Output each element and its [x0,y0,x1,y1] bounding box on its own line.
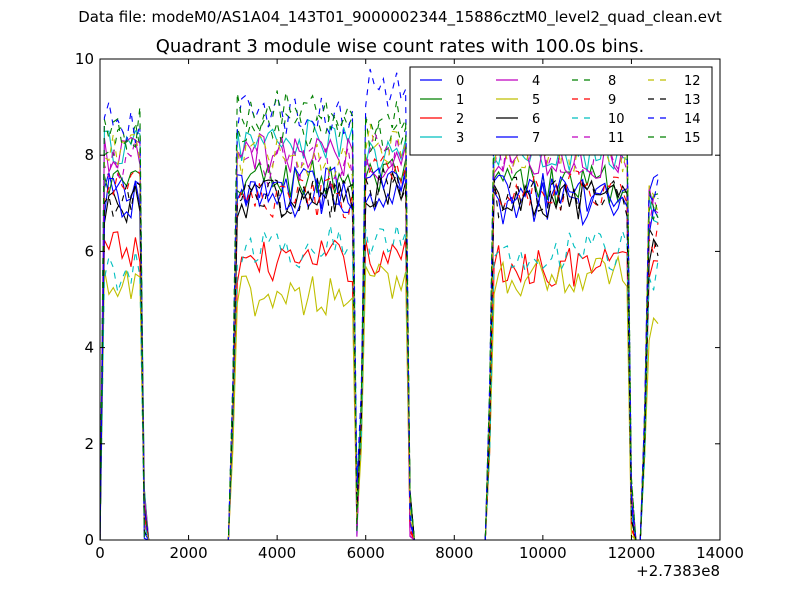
legend-label-13: 13 [684,93,701,108]
x-tick-label: 10000 [519,544,567,562]
legend-label-8: 8 [608,74,616,89]
series-line-5 [100,254,659,540]
x-tick-label: 2000 [169,544,207,562]
legend-label-0: 0 [456,74,464,89]
series-line-2 [100,231,659,540]
x-offset-label: +2.7383e8 [636,562,720,580]
y-tick-label: 8 [84,146,94,164]
legend-label-3: 3 [456,131,464,146]
plot-frame [99,58,721,541]
series-line-7 [100,165,659,540]
legend-label-10: 10 [608,112,625,127]
legend-label-5: 5 [532,93,540,108]
series-line-4 [100,132,659,540]
legend-label-4: 4 [532,74,540,89]
y-tick-label: 2 [84,435,94,453]
legend-label-1: 1 [456,93,464,108]
series-line-6 [100,172,659,540]
y-tick-label: 6 [84,242,94,260]
legend-label-2: 2 [456,112,464,127]
y-tick-label: 0 [84,531,94,549]
series-line-14 [100,68,659,540]
legend-label-9: 9 [608,93,616,108]
y-tick-label: 10 [75,50,94,68]
legend-label-12: 12 [684,74,701,89]
x-tick-label: 12000 [608,544,656,562]
legend-box [409,66,713,156]
legend-label-7: 7 [532,131,540,146]
chart-title: Quadrant 3 module wise count rates with … [155,36,645,57]
series-line-11 [100,129,659,540]
x-tick-label: 8000 [435,544,473,562]
figure-suptitle: Data file: modeM0/AS1A04_143T01_90000023… [78,8,722,26]
series-line-13 [100,167,659,540]
x-tick-label: 4000 [258,544,296,562]
legend-label-15: 15 [684,131,701,146]
series-line-1 [100,158,659,540]
x-tick-label: 6000 [347,544,385,562]
legend-label-11: 11 [608,131,625,146]
legend-label-6: 6 [532,112,540,127]
legend-label-14: 14 [684,112,701,127]
y-tick-label: 4 [84,339,94,357]
x-tick-label: 0 [95,544,105,562]
x-tick-label: 14000 [696,544,744,562]
